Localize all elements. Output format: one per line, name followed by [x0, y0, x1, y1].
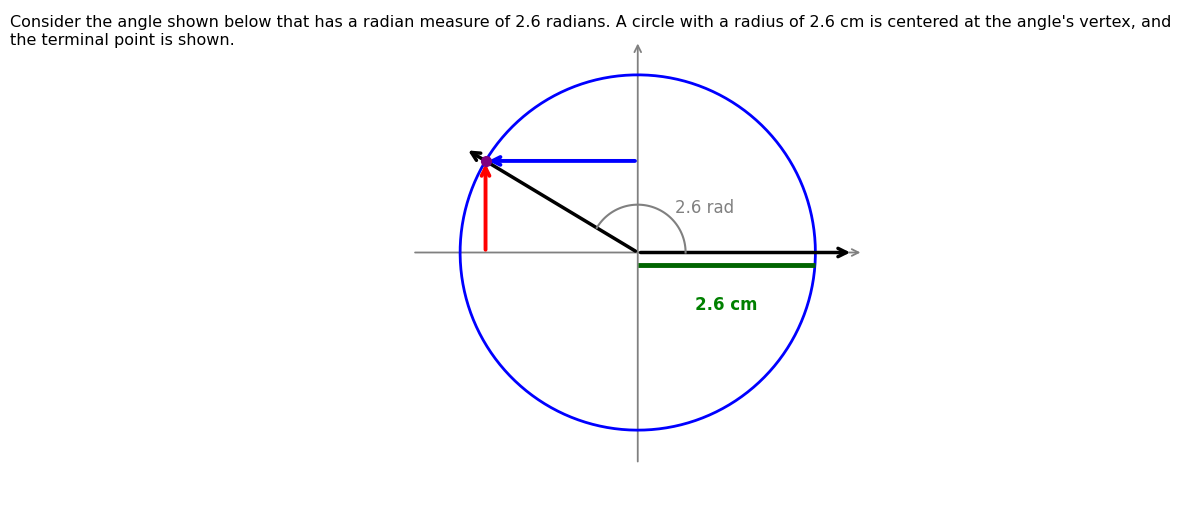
Text: Consider the angle shown below that has a radian measure of 2.6 radians. A circl: Consider the angle shown below that has …: [10, 15, 1171, 47]
Text: 2.6 rad: 2.6 rad: [676, 199, 734, 217]
Text: 2.6 cm: 2.6 cm: [695, 295, 758, 314]
